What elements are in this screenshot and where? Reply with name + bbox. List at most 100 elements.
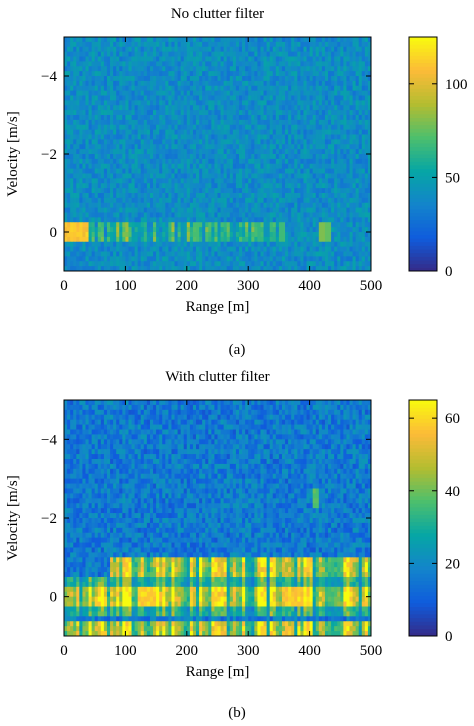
heatmap-cell (232, 158, 237, 165)
heatmap-cell (297, 76, 301, 82)
heatmap-cell (306, 246, 310, 252)
heatmap-cell (266, 37, 271, 43)
heatmap-cell (340, 119, 344, 126)
heatmap-cell (199, 110, 203, 116)
heatmap-cell (263, 124, 268, 131)
heatmap-cell (122, 115, 126, 121)
heatmap-cell (275, 100, 280, 106)
heatmap-cell (70, 178, 74, 184)
heatmap-cell (208, 173, 212, 179)
heatmap-cell (306, 183, 310, 189)
heatmap-cell (340, 158, 344, 165)
heatmap-cell (174, 241, 178, 248)
heatmap-cell (97, 124, 102, 131)
heatmap-cell (183, 227, 188, 233)
heatmap-cell (189, 232, 194, 238)
heatmap-cell (309, 212, 314, 218)
heatmap-cell (226, 119, 231, 126)
heatmap-cell (165, 80, 169, 87)
heatmap-cell (205, 246, 209, 252)
heatmap-cell (67, 217, 71, 223)
heatmap-cell (131, 183, 136, 189)
heatmap-cell (331, 168, 335, 174)
heatmap-cell (220, 95, 225, 101)
heatmap-cell (260, 115, 264, 121)
heatmap-cell (318, 139, 323, 145)
heatmap-cell (156, 37, 160, 43)
heatmap-cell (119, 80, 123, 87)
heatmap-cell (91, 197, 96, 204)
heatmap-cell (278, 154, 283, 160)
heatmap-cell (100, 227, 105, 233)
heatmap-cell (100, 183, 105, 189)
heatmap-cell (73, 56, 77, 62)
heatmap-cell (281, 246, 286, 252)
heatmap-cell (165, 236, 169, 243)
heatmap-cell (269, 241, 274, 248)
heatmap-cell (119, 46, 123, 53)
heatmap-cell (367, 207, 372, 213)
heatmap-cell (183, 80, 188, 87)
heatmap-cell (226, 134, 231, 140)
heatmap-cell (309, 41, 314, 48)
heatmap-cell (303, 178, 307, 184)
heatmap-cell (91, 139, 96, 145)
heatmap-cell (346, 100, 350, 106)
heatmap-cell (171, 37, 175, 43)
heatmap-cell (70, 90, 74, 96)
heatmap-cell (235, 115, 240, 121)
heatmap-cell (165, 173, 169, 179)
heatmap-cell (192, 90, 197, 96)
heatmap-cell (238, 80, 243, 87)
heatmap-cell (122, 202, 126, 209)
heatmap-cell (349, 246, 353, 252)
heatmap-cell (97, 188, 102, 194)
heatmap-cell (318, 202, 323, 209)
heatmap-cell (73, 256, 77, 262)
heatmap-cell (97, 400, 102, 406)
heatmap-cell (192, 134, 197, 140)
heatmap-cell (137, 193, 142, 199)
heatmap-cell (76, 105, 80, 111)
heatmap-cell (165, 115, 169, 121)
heatmap-cell (140, 61, 145, 67)
heatmap-cell (131, 71, 136, 77)
heatmap-cell (285, 168, 289, 174)
heatmap-cell (199, 202, 203, 209)
heatmap-cell (288, 173, 292, 179)
heatmap-cell (300, 110, 304, 116)
heatmap-cell (106, 66, 111, 72)
heatmap-cell (288, 110, 292, 116)
heatmap-cell (103, 37, 108, 43)
heatmap-cell (183, 246, 188, 252)
heatmap-cell (331, 144, 335, 150)
heatmap-cell (189, 51, 194, 57)
heatmap-cell (340, 197, 344, 204)
heatmap-cell (116, 256, 120, 262)
heatmap-cell (367, 266, 372, 272)
heatmap-cell (174, 119, 178, 126)
heatmap-cell (128, 149, 132, 155)
heatmap-cell (100, 251, 105, 257)
heatmap-cell (321, 251, 326, 257)
heatmap-cell (318, 95, 323, 101)
heatmap-cell (328, 139, 332, 145)
heatmap-cell (288, 188, 292, 194)
heatmap-cell (100, 134, 105, 140)
heatmap-cell (260, 149, 264, 155)
heatmap-cell (174, 197, 178, 204)
heatmap-cell (235, 227, 240, 233)
heatmap-cell (140, 222, 145, 228)
heatmap-cell (211, 193, 215, 199)
heatmap-cell (88, 51, 93, 57)
heatmap-cell (238, 261, 243, 267)
heatmap-cell (358, 129, 363, 135)
heatmap-cell (312, 149, 317, 155)
heatmap-cell (217, 261, 221, 267)
heatmap-cell (361, 66, 366, 72)
heatmap-cell (361, 56, 366, 62)
heatmap-cell (312, 80, 317, 87)
heatmap-cell (64, 400, 68, 406)
heatmap-cell (106, 129, 111, 135)
heatmap-cell (168, 232, 172, 238)
